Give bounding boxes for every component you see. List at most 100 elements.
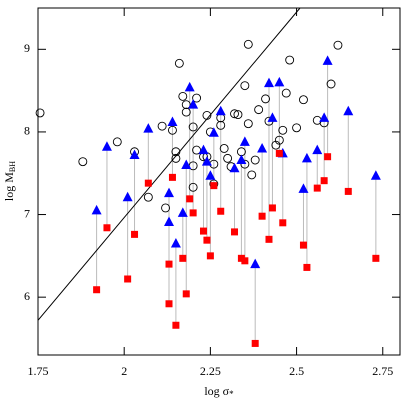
x-tick-label: 2.5 xyxy=(289,364,304,378)
point-triangle xyxy=(257,142,268,153)
point-triangle xyxy=(236,154,247,165)
point-circle xyxy=(240,81,250,91)
point-square xyxy=(165,300,173,308)
point-circle xyxy=(143,192,153,202)
point-square xyxy=(251,339,259,347)
point-square xyxy=(124,275,132,283)
x-axis-label: log σ* xyxy=(204,384,234,399)
point-square xyxy=(265,235,273,243)
point-square xyxy=(199,227,207,235)
point-triangle xyxy=(239,136,250,146)
x-tick-label: 2.75 xyxy=(372,364,393,378)
point-triangle xyxy=(263,77,274,88)
point-triangle xyxy=(198,144,209,155)
point-circle xyxy=(271,140,281,150)
point-square xyxy=(182,290,190,298)
point-triangle xyxy=(208,127,219,137)
point-circle xyxy=(299,95,308,105)
point-square xyxy=(372,254,380,262)
point-circle xyxy=(223,153,233,163)
point-triangle xyxy=(167,116,178,127)
point-square xyxy=(303,263,311,271)
point-circle xyxy=(181,107,191,117)
point-square xyxy=(206,252,214,260)
point-circle xyxy=(181,100,191,110)
point-circle xyxy=(219,144,229,153)
point-circle xyxy=(161,203,171,213)
point-circle xyxy=(188,182,198,192)
point-triangle xyxy=(343,105,354,116)
y-tick-label: 9 xyxy=(24,41,30,55)
x-tick-label: 2.25 xyxy=(200,364,221,378)
point-square xyxy=(320,177,328,185)
point-square xyxy=(217,207,225,215)
point-triangle xyxy=(298,183,309,193)
point-circle xyxy=(243,119,253,129)
point-triangle xyxy=(312,144,323,155)
point-square xyxy=(179,254,187,262)
point-circle xyxy=(281,88,291,98)
point-square xyxy=(344,187,352,195)
point-circle xyxy=(174,58,184,68)
point-square xyxy=(172,321,180,329)
point-square xyxy=(258,212,266,220)
point-square xyxy=(268,204,276,212)
point-circle xyxy=(254,105,264,115)
point-triangle xyxy=(122,191,133,202)
point-circle xyxy=(333,40,343,50)
point-circle xyxy=(274,135,284,145)
point-square xyxy=(210,182,218,190)
point-square xyxy=(275,149,283,157)
point-square xyxy=(93,286,101,294)
point-square xyxy=(144,179,152,187)
point-circle xyxy=(247,170,257,180)
point-triangle xyxy=(181,159,192,169)
point-triangle xyxy=(164,187,175,198)
point-triangle xyxy=(215,105,226,116)
point-circle xyxy=(285,55,295,65)
point-circle xyxy=(157,121,167,131)
point-triangle xyxy=(91,204,102,215)
point-triangle xyxy=(184,81,195,92)
point-square xyxy=(131,230,139,238)
point-circle xyxy=(188,122,198,132)
point-square xyxy=(279,219,287,227)
point-triangle xyxy=(143,123,154,133)
point-triangle xyxy=(201,156,212,166)
point-square xyxy=(203,236,211,244)
point-square xyxy=(299,241,307,249)
point-triangle xyxy=(319,112,330,122)
point-triangle xyxy=(250,258,261,269)
point-circle xyxy=(243,39,253,49)
point-triangle xyxy=(229,162,240,173)
x-label-main: log σ xyxy=(204,384,229,398)
point-circle xyxy=(230,109,239,119)
point-circle xyxy=(326,79,336,89)
point-square xyxy=(324,153,332,161)
point-triangle xyxy=(177,207,188,217)
fit-line xyxy=(37,7,301,321)
point-circle xyxy=(233,110,243,120)
y-label-main: log M xyxy=(2,172,16,201)
point-square xyxy=(103,224,111,232)
point-square xyxy=(313,184,321,192)
point-circle xyxy=(171,153,181,163)
point-circle xyxy=(78,157,88,167)
x-label-sub: * xyxy=(229,389,234,399)
point-square xyxy=(165,260,173,268)
point-triangle xyxy=(267,112,278,122)
point-circle xyxy=(171,147,181,157)
point-circle xyxy=(278,125,288,135)
point-triangle xyxy=(101,141,112,151)
point-circle xyxy=(168,125,177,135)
point-triangle xyxy=(370,170,381,180)
point-circle xyxy=(192,93,202,103)
y-tick-label: 6 xyxy=(24,289,30,303)
point-circle xyxy=(216,120,226,130)
point-square xyxy=(189,209,197,217)
point-triangle xyxy=(164,216,175,226)
point-triangle xyxy=(301,152,312,163)
point-triangle xyxy=(129,149,140,160)
